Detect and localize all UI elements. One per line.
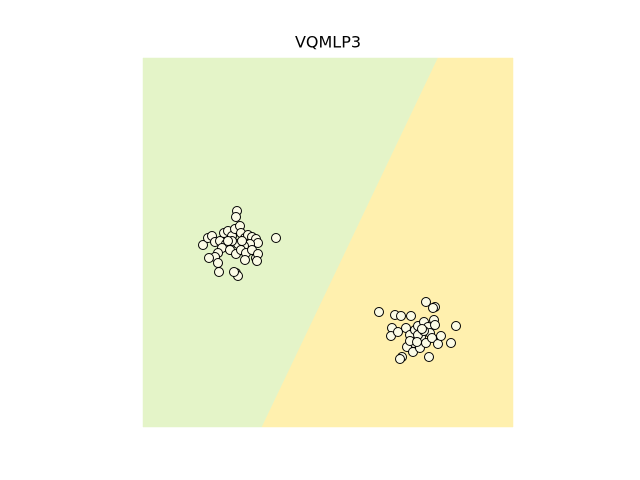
data-point <box>436 331 446 341</box>
data-point <box>430 320 440 330</box>
data-point <box>237 236 247 246</box>
data-point <box>271 233 281 243</box>
data-point <box>451 321 461 331</box>
data-point <box>396 311 406 321</box>
data-point <box>406 311 416 321</box>
data-point <box>214 267 224 277</box>
data-point <box>231 212 241 222</box>
data-point <box>223 236 233 246</box>
data-point <box>204 253 214 263</box>
decision-region <box>261 57 514 428</box>
data-point <box>417 324 427 334</box>
data-point <box>198 240 208 250</box>
data-point <box>428 303 438 313</box>
data-point <box>213 258 223 268</box>
data-point <box>395 354 405 364</box>
data-point <box>412 337 422 347</box>
data-point <box>229 267 239 277</box>
data-point <box>424 352 434 362</box>
data-point <box>421 297 431 307</box>
chart-title: VQMLP3 <box>295 33 361 52</box>
data-point <box>393 327 403 337</box>
data-point <box>446 338 456 348</box>
data-point <box>374 307 384 317</box>
data-point <box>240 255 250 265</box>
data-point <box>252 256 262 266</box>
